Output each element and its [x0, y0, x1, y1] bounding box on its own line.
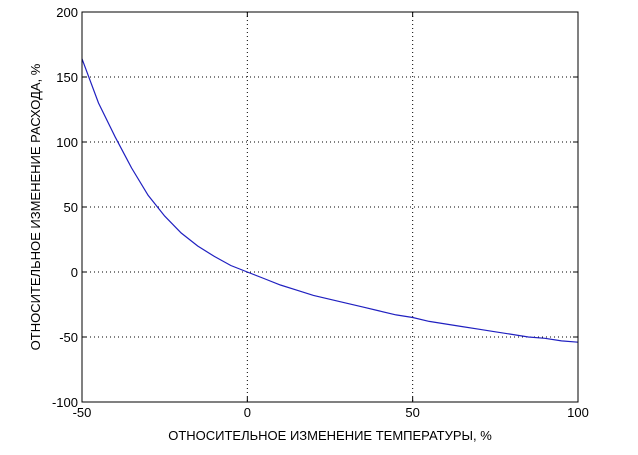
y-tick-label: 150	[56, 70, 78, 85]
x-tick-label: -50	[73, 405, 92, 420]
series-line	[81, 58, 579, 343]
x-tick-label: 100	[567, 405, 589, 420]
x-axis-label: ОТНОСИТЕЛЬНОЕ ИЗМЕНЕНИЕ ТЕМПЕРАТУРЫ, %	[168, 428, 492, 443]
x-tick-label: 0	[244, 405, 251, 420]
y-tick-label: -100	[52, 395, 78, 410]
y-tick-label: 100	[56, 135, 78, 150]
grid	[82, 12, 578, 402]
y-tick-label: 200	[56, 5, 78, 20]
y-tick-label: 0	[71, 265, 78, 280]
y-tick-label: -50	[59, 330, 78, 345]
x-tick-label: 50	[405, 405, 419, 420]
y-axis-label: ОТНОСИТЕЛЬНОЕ ИЗМЕНЕНИЕ РАСХОДА, %	[28, 63, 43, 350]
y-tick-label: 50	[64, 200, 78, 215]
series-layer	[81, 58, 579, 343]
